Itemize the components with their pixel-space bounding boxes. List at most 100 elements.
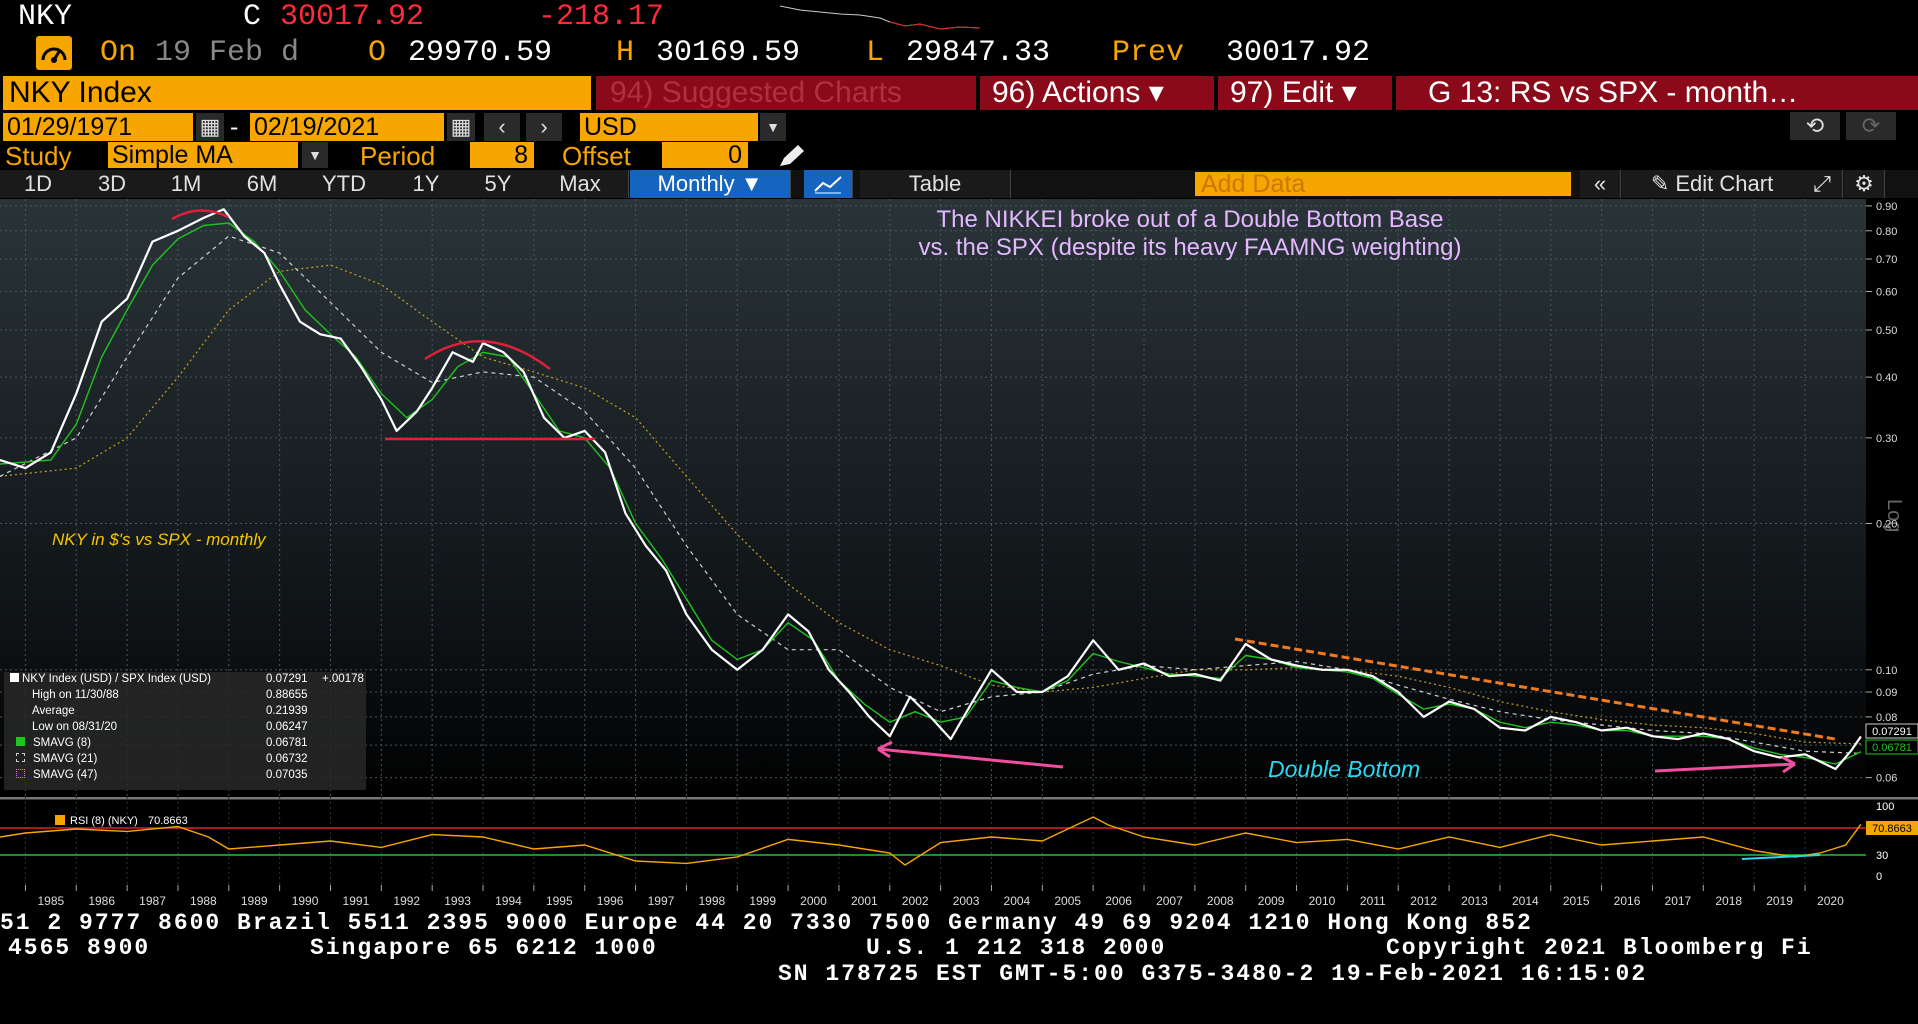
prev-period-button[interactable]: ‹: [484, 113, 520, 141]
close-label: C: [243, 0, 262, 34]
legend-swatch: [16, 737, 25, 746]
headline-line-2: vs. the SPX (despite its heavy FAAMNG we…: [919, 234, 1462, 261]
x-axis-labels: 1985 1986 1987 1988 1989 1990 1991 1992 1993 1994…: [24, 885, 1844, 908]
second-bottom-arrow: [1654, 762, 1796, 773]
x-tick-label: 1994: [495, 894, 522, 908]
second-top-arc: [424, 339, 551, 370]
range-button-5y[interactable]: 5Y: [464, 170, 533, 198]
open-price: 29970.59: [408, 36, 553, 70]
legend-row: SMAVG (47) 0.07035: [4, 768, 366, 784]
edit-chart-button[interactable]: ✎ Edit Chart: [1622, 170, 1803, 198]
high-price: 30169.59: [656, 36, 801, 70]
period-input[interactable]: 8: [470, 142, 534, 168]
gauge-icon[interactable]: [36, 36, 72, 70]
collapse-icon[interactable]: «: [1580, 170, 1621, 198]
range-button-1d[interactable]: 1D: [0, 170, 77, 198]
frequency-select[interactable]: Monthly ▼: [630, 170, 791, 198]
x-tick-label: 1989: [241, 894, 268, 908]
legend-row: High on 11/30/88 0.88655: [4, 688, 366, 704]
chart-settings-icon[interactable]: ⤢: [1802, 170, 1843, 198]
table-button[interactable]: Table: [860, 170, 1011, 198]
rsi-tick-30: 30: [1876, 850, 1888, 862]
add-data-input[interactable]: Add Data: [1195, 172, 1571, 197]
legend-label: SMAVG (47): [33, 769, 98, 781]
legend-value: 0.06732: [266, 753, 308, 765]
x-tick-label: 2000: [800, 894, 827, 908]
legend-row: Low on 08/31/20 0.06247: [4, 720, 366, 736]
on-label: On: [100, 36, 137, 70]
x-tick-label: 1990: [292, 894, 319, 908]
edit-menu[interactable]: 97) Edit ▾: [1218, 76, 1392, 110]
rsi-trend-line: [1741, 854, 1821, 860]
start-date-field[interactable]: 01/29/1971: [3, 113, 193, 141]
rsi-panel: RSI (8) (NKY) 70.8663 100 30 0 70.8663: [0, 797, 1918, 885]
range-button-max[interactable]: Max: [532, 170, 629, 198]
legend-swatch: [16, 753, 25, 762]
legend-value: 0.06781: [266, 737, 308, 749]
range-button-3d[interactable]: 3D: [76, 170, 149, 198]
security-field[interactable]: NKY Index: [3, 76, 591, 110]
y-axis: 0.060.070.080.090.100.200.300.400.500.60…: [1866, 201, 1897, 785]
low-price: 29847.33: [906, 36, 1051, 70]
study-select[interactable]: Simple MA: [108, 142, 298, 168]
x-tick-label: 1999: [749, 894, 776, 908]
chart-name-field[interactable]: G 13: RS vs SPX - month…: [1396, 76, 1918, 110]
study-label: Study: [5, 141, 72, 171]
legend-box: NKY Index (USD) / SPX Index (USD) 0.07291…: [4, 672, 366, 790]
x-tick-label: 2003: [953, 894, 980, 908]
x-axis: 1985 1986 1987 1988 1989 1990 1991 1992 1993 1994…: [0, 885, 1866, 919]
x-tick-label: 2016: [1614, 894, 1641, 908]
x-tick-label: 2009: [1258, 894, 1285, 908]
x-tick-label: 2010: [1309, 894, 1336, 908]
headline-line-1: The NIKKEI broke out of a Double Bottom …: [937, 206, 1444, 233]
x-tick-label: 2006: [1105, 894, 1132, 908]
next-period-button[interactable]: ›: [526, 113, 562, 141]
series-layer: [0, 208, 1862, 771]
end-date-field[interactable]: 02/19/2021: [250, 113, 444, 141]
series-line-1: [0, 222, 1862, 765]
chevron-down-icon[interactable]: ▼: [760, 113, 786, 141]
sma-value-tag: [1865, 739, 1918, 755]
calendar-icon[interactable]: ▦: [196, 113, 224, 141]
legend-value: 0.06247: [266, 721, 308, 733]
range-button-1y[interactable]: 1Y: [388, 170, 465, 198]
currency-select[interactable]: USD: [580, 113, 758, 141]
gear-icon[interactable]: ⚙: [1844, 170, 1885, 198]
y-tick-label: 0.30: [1876, 433, 1897, 445]
last-value-tag-text: 0.07291: [1872, 726, 1912, 738]
ticker-line-2-a: 4565 8900: [8, 935, 151, 961]
prev-label: Prev: [1112, 36, 1185, 70]
legend-label: Average: [32, 705, 75, 717]
rsi-series-layer: [0, 816, 1862, 866]
x-tick-label: 2020: [1817, 894, 1844, 908]
x-tick-label: 2002: [902, 894, 929, 908]
undo-icon[interactable]: ⟲: [1790, 112, 1840, 140]
range-button-6m[interactable]: 6M: [224, 170, 301, 198]
rsi-background: [0, 797, 1866, 885]
pencil-icon[interactable]: [776, 142, 808, 170]
chevron-down-icon[interactable]: ▼: [302, 142, 328, 168]
range-button-ytd[interactable]: YTD: [300, 170, 389, 198]
net-change: -218.17: [538, 0, 665, 34]
redo-icon[interactable]: ⟳: [1846, 112, 1896, 140]
calendar-icon[interactable]: ▦: [447, 113, 475, 141]
y-tick-label: 0.90: [1876, 201, 1897, 213]
legend-change: +.00178: [322, 673, 364, 685]
legend-swatch: [10, 673, 19, 682]
y-tick-label: 0.70: [1876, 254, 1897, 266]
chart-type-icon[interactable]: [804, 170, 853, 198]
offset-input[interactable]: 0: [662, 142, 748, 168]
rsi-tick-100: 100: [1876, 801, 1894, 813]
legend-row: SMAVG (21) 0.06732: [4, 752, 366, 768]
legend-label: Low on 08/31/20: [32, 721, 118, 733]
arrowhead: [877, 740, 893, 759]
x-tick-label: 1986: [88, 894, 115, 908]
range-button-1m[interactable]: 1M: [148, 170, 225, 198]
rsi-legend-swatch: [55, 815, 65, 825]
rsi-line: [0, 816, 1862, 866]
series-line-3: [0, 264, 1861, 745]
annotation-layer: [171, 209, 1836, 774]
suggested-charts-button[interactable]: 94) Suggested Charts: [596, 76, 976, 110]
actions-menu[interactable]: 96) Actions ▾: [980, 76, 1214, 110]
rsi-legend-value: 70.8663: [148, 815, 188, 827]
